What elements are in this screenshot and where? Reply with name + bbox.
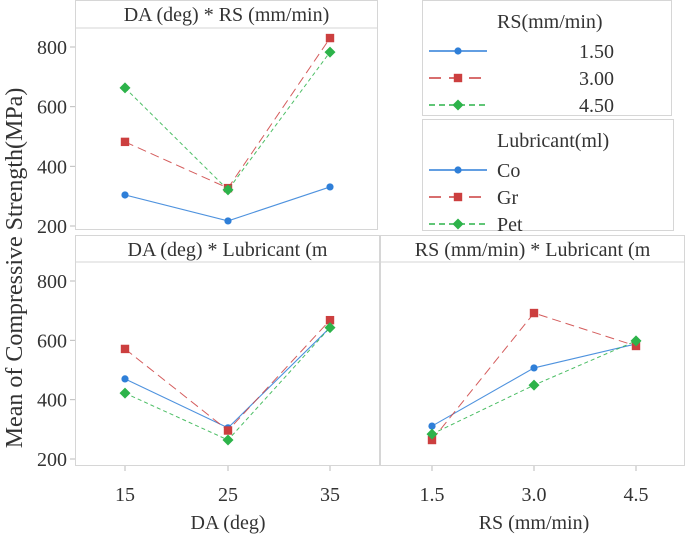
data-point-Pet	[222, 434, 234, 446]
legend-box	[422, 0, 672, 116]
data-point-Gr	[325, 315, 335, 325]
x-axis-label: DA (deg)	[191, 512, 266, 534]
legend-marker	[452, 218, 464, 230]
panel-frame	[75, 0, 378, 230]
y-tick-label: 200	[37, 216, 67, 238]
data-point-1.50	[224, 217, 232, 225]
data-point-Pet	[119, 387, 131, 399]
legend-box	[422, 119, 674, 231]
data-point-Gr	[223, 426, 233, 435]
panel-frame	[75, 235, 380, 466]
data-point-Co	[428, 422, 436, 430]
data-point-1.50	[326, 183, 334, 191]
legend-marker	[454, 166, 462, 174]
series-line-4.50	[124, 51, 331, 191]
y-tick-label: 800	[37, 271, 67, 293]
x-tick-label: 3.0	[522, 484, 547, 506]
series-line-3.00	[124, 37, 331, 189]
series-line-Pet	[124, 327, 331, 441]
data-point-3.00	[325, 33, 335, 43]
panel-title: DA (deg) * Lubricant (m	[128, 239, 328, 261]
series-line-Gr	[124, 319, 331, 432]
x-tick-label: 15	[115, 484, 135, 506]
panel-title: RS (mm/min) * Lubricant (m	[415, 239, 651, 261]
data-point-Pet	[324, 322, 336, 334]
data-point-Pet	[630, 335, 642, 347]
series-line-Co	[124, 327, 331, 429]
y-tick-label: 400	[37, 390, 67, 412]
y-tick-label: 800	[37, 37, 67, 59]
y-tick-label: 600	[37, 330, 67, 352]
series-line-Gr	[431, 312, 637, 441]
data-point-Gr	[427, 435, 437, 445]
data-point-4.50	[324, 46, 336, 58]
data-point-4.50	[222, 184, 234, 196]
legend-title: Lubricant(ml)	[497, 130, 609, 152]
x-tick-label: 25	[218, 484, 238, 506]
legend-marker	[452, 99, 464, 111]
x-axis-label: RS (mm/min)	[479, 512, 590, 534]
data-point-Co	[121, 375, 129, 383]
x-tick-label: 4.5	[624, 484, 649, 506]
data-point-Pet	[426, 428, 438, 440]
data-point-1.50	[121, 191, 129, 199]
legend-marker	[453, 73, 463, 83]
legend-title: RS(mm/min)	[497, 11, 603, 33]
legend-entry: Pet	[497, 214, 523, 236]
x-tick-label: 35	[320, 484, 340, 506]
x-tick-label: 1.5	[420, 484, 445, 506]
data-point-Pet	[528, 379, 540, 391]
legend-entry: 1.50	[579, 41, 614, 63]
legend-entry: Co	[497, 160, 520, 182]
y-axis-label: Mean of Compressive Strength(MPa)	[2, 88, 28, 449]
legend-entry: 4.50	[579, 95, 614, 117]
data-point-3.00	[120, 137, 130, 147]
data-point-Gr	[120, 344, 130, 354]
data-point-Gr	[529, 308, 539, 318]
legend-entry: 3.00	[579, 68, 614, 90]
legend-marker	[453, 192, 463, 202]
data-point-Co	[530, 364, 538, 372]
data-point-4.50	[119, 82, 131, 94]
y-tick-label: 200	[37, 449, 67, 471]
y-tick-label: 400	[37, 156, 67, 178]
panel-title: DA (deg) * RS (mm/min)	[124, 4, 330, 26]
legend-marker	[454, 47, 462, 55]
y-tick-label: 600	[37, 97, 67, 119]
panel-frame	[380, 235, 685, 466]
legend-entry: Gr	[497, 187, 518, 209]
